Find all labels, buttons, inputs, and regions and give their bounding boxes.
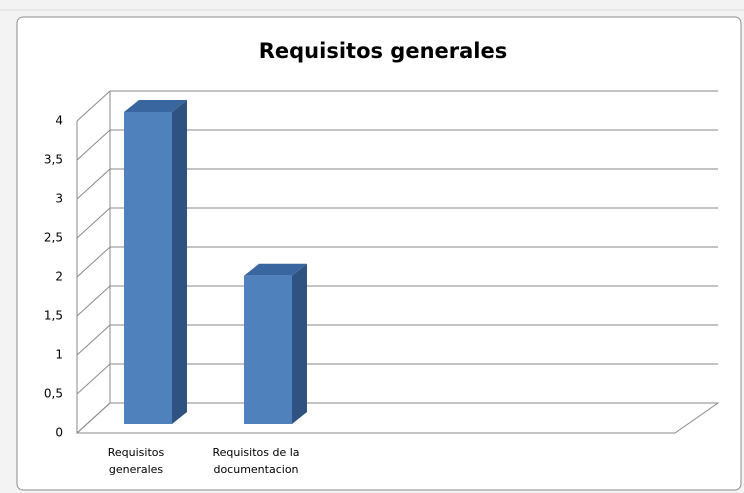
y-tick-label: 2,5 (44, 231, 63, 245)
bar-top (124, 100, 187, 112)
grid-line-side (76, 207, 111, 239)
bar (124, 100, 187, 424)
y-tick-label: 1,5 (44, 309, 63, 323)
grid-line-side (76, 129, 111, 161)
chart-title: Requisitos generales (259, 39, 508, 63)
y-tick-label: 4 (55, 114, 63, 128)
x-tick-label: Requisitos generales (107, 446, 165, 476)
grid-line-side (76, 324, 111, 356)
bar-top (244, 263, 307, 276)
grid-line-side (76, 90, 111, 122)
grid-line-side (76, 246, 111, 278)
y-tick-label: 0 (55, 426, 63, 440)
bar-side (292, 263, 307, 424)
y-tick-label: 3,5 (44, 153, 63, 167)
grid-line-side (76, 168, 111, 200)
bar-front (244, 275, 292, 424)
bar-front (124, 112, 172, 424)
grid-line-side (76, 402, 111, 434)
y-tick-label: 1 (55, 348, 63, 362)
y-tick-label: 3 (55, 192, 63, 206)
y-tick-label: 0,5 (44, 387, 63, 401)
bar (244, 263, 307, 424)
bar-side (172, 100, 187, 424)
grid-line-side (76, 285, 111, 317)
x-tick-label: Requisitos de la documentacion (212, 446, 300, 476)
chart-area (16, 16, 742, 491)
grid-line-side (76, 363, 111, 395)
y-tick-label: 2 (55, 270, 63, 284)
